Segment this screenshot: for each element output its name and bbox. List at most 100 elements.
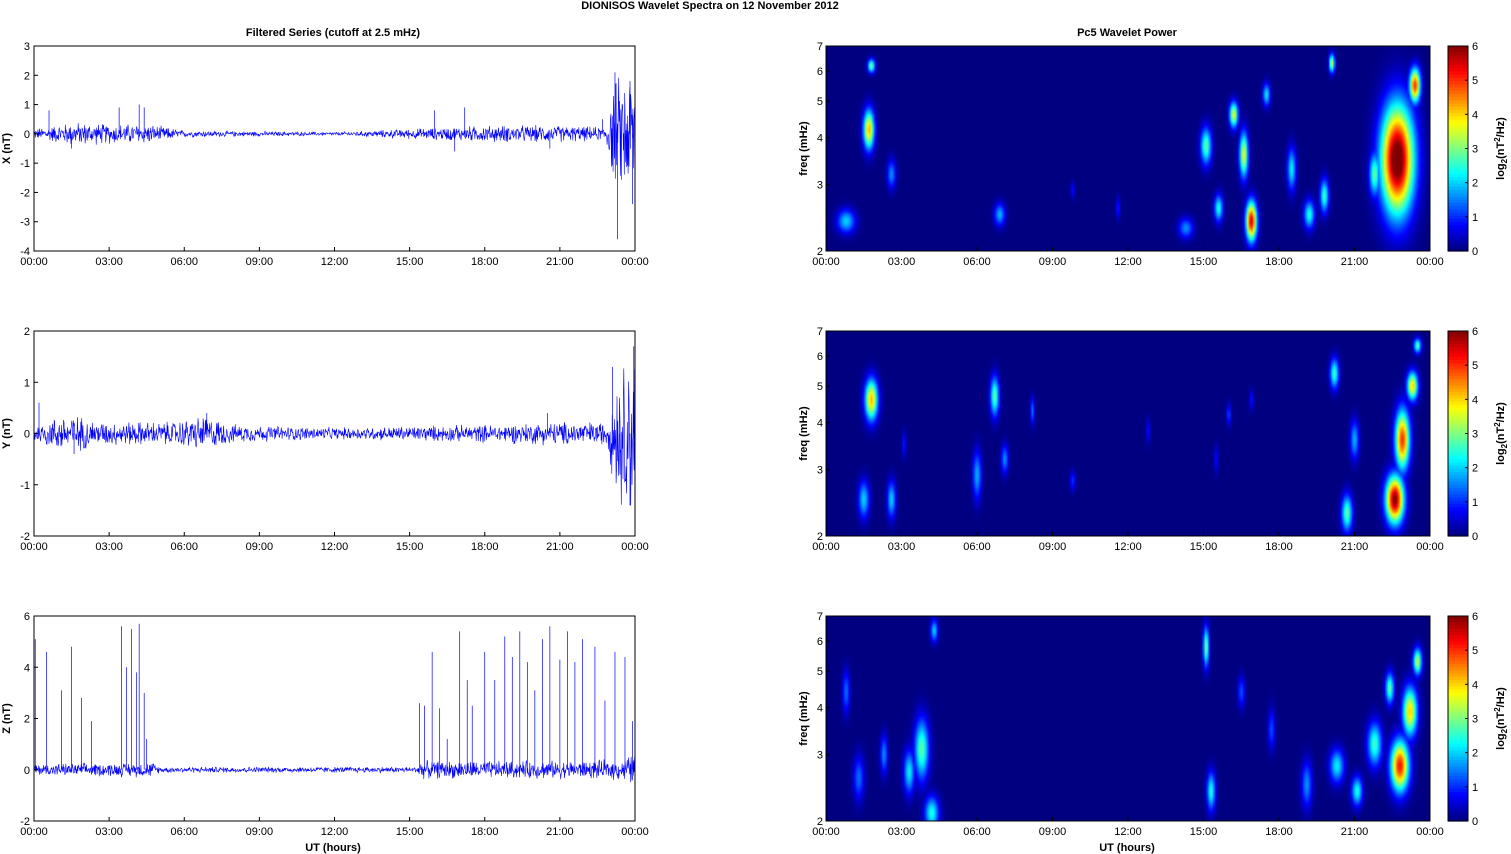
- x-tick-label: 00:00: [20, 541, 48, 553]
- colorbar-tick-label: 3: [1472, 429, 1478, 441]
- colorbar-segment: [1448, 782, 1468, 787]
- y-tick-label: 6: [817, 66, 823, 78]
- colorbar-segment: [1448, 801, 1468, 806]
- series-line: [33, 368, 636, 506]
- colorbar-tick-label: 2: [1472, 178, 1478, 190]
- wavelet-power-map: [826, 616, 1430, 821]
- x-tick-label: 03:00: [888, 256, 916, 268]
- x-tick-label: 15:00: [396, 826, 424, 838]
- colorbar-tick-label: 4: [1472, 109, 1478, 121]
- colorbar-segment: [1448, 446, 1468, 451]
- colorbar-segment: [1448, 97, 1468, 102]
- colorbar-segment: [1448, 788, 1468, 793]
- x-tick-label: 18:00: [471, 256, 499, 268]
- x-tick-label: 18:00: [471, 541, 499, 553]
- colorbar-segment: [1448, 177, 1468, 182]
- colorbar-segment: [1448, 363, 1468, 367]
- colorbar-segment: [1448, 500, 1468, 505]
- right-xlabel: UT (hours): [1099, 842, 1155, 854]
- y-tick-label: 0: [24, 765, 30, 777]
- colorbar-segment: [1448, 651, 1468, 656]
- x-tick-label: 18:00: [471, 826, 499, 838]
- colorbar-segment: [1448, 779, 1468, 784]
- x-tick-label: 09:00: [246, 256, 274, 268]
- colorbar-segment: [1448, 526, 1468, 531]
- wavelet-power-map: [826, 331, 1430, 536]
- colorbar-segment: [1448, 132, 1468, 137]
- colorbar-segment: [1448, 366, 1468, 371]
- x-tick-label: 06:00: [963, 256, 991, 268]
- x-tick-label: 18:00: [1265, 826, 1293, 838]
- colorbar-segment: [1448, 68, 1468, 73]
- colorbar-segment: [1448, 148, 1468, 153]
- colorbar-segment: [1448, 475, 1468, 479]
- colorbar-segment: [1448, 379, 1468, 383]
- colorbar-segment: [1448, 74, 1468, 79]
- colorbar-segment: [1448, 154, 1468, 159]
- colorbar-segment: [1448, 683, 1468, 688]
- colorbar-segment: [1448, 158, 1468, 162]
- colorbar-tick-label: 0: [1472, 531, 1478, 543]
- y-tick-label: 4: [24, 662, 30, 674]
- y-tick-label: 6: [24, 611, 30, 623]
- colorbar-segment: [1448, 792, 1468, 796]
- x-tick-label: 00:00: [621, 826, 649, 838]
- colorbar-segment: [1448, 218, 1468, 223]
- y-tick-label: -1: [20, 480, 30, 492]
- colorbar-segment: [1448, 398, 1468, 403]
- x-tick-label: 21:00: [546, 541, 574, 553]
- x-tick-label: 03:00: [95, 826, 123, 838]
- colorbar-segment: [1448, 443, 1468, 447]
- colorbar-tick-label: 3: [1472, 144, 1478, 156]
- colorbar-segment: [1448, 103, 1468, 108]
- x-tick-label: 00:00: [20, 256, 48, 268]
- colorbar-segment: [1448, 119, 1468, 124]
- colorbar-segment: [1448, 167, 1468, 172]
- colorbar-segment: [1448, 692, 1468, 697]
- colorbar-segment: [1448, 798, 1468, 803]
- colorbar-segment: [1448, 487, 1468, 492]
- colorbar-segment: [1448, 334, 1468, 339]
- colorbar-tick-label: 4: [1472, 394, 1478, 406]
- colorbar-segment: [1448, 753, 1468, 758]
- colorbar-segment: [1448, 459, 1468, 463]
- colorbar-segment: [1448, 721, 1468, 726]
- y-tick-label: 6: [817, 351, 823, 363]
- colorbar-tick-label: 2: [1472, 748, 1478, 760]
- colorbar-segment: [1448, 814, 1468, 819]
- x-tick-label: 12:00: [1114, 541, 1142, 553]
- colorbar-segment: [1448, 507, 1468, 511]
- colorbar-segment: [1448, 209, 1468, 214]
- colorbar-segment: [1448, 228, 1468, 233]
- colorbar-segment: [1448, 420, 1468, 425]
- colorbar-segment: [1448, 731, 1468, 736]
- y-axis-label: Z (nT): [1, 703, 13, 734]
- x-tick-label: 06:00: [963, 541, 991, 553]
- colorbar-segment: [1448, 433, 1468, 438]
- colorbar-segment: [1448, 760, 1468, 764]
- colorbar-segment: [1448, 497, 1468, 502]
- x-tick-label: 00:00: [812, 256, 840, 268]
- y-tick-label: 1: [24, 377, 30, 389]
- colorbar-segment: [1448, 417, 1468, 422]
- colorbar-segment: [1448, 215, 1468, 220]
- colorbar-segment: [1448, 372, 1468, 377]
- y-tick-label: 5: [817, 96, 823, 108]
- colorbar-segment: [1448, 94, 1468, 98]
- colorbar-segment: [1448, 680, 1468, 684]
- colorbar-segment: [1448, 151, 1468, 156]
- colorbar-segment: [1448, 81, 1468, 86]
- colorbar-segment: [1448, 471, 1468, 476]
- colorbar-segment: [1448, 62, 1468, 66]
- colorbar-segment: [1448, 673, 1468, 678]
- x-tick-label: 15:00: [396, 256, 424, 268]
- x-tick-label: 18:00: [1265, 256, 1293, 268]
- colorbar-segment: [1448, 756, 1468, 761]
- colorbar-segment: [1448, 347, 1468, 351]
- colorbar-segment: [1448, 161, 1468, 166]
- colorbar-segment: [1448, 670, 1468, 675]
- colorbar-segment: [1448, 503, 1468, 508]
